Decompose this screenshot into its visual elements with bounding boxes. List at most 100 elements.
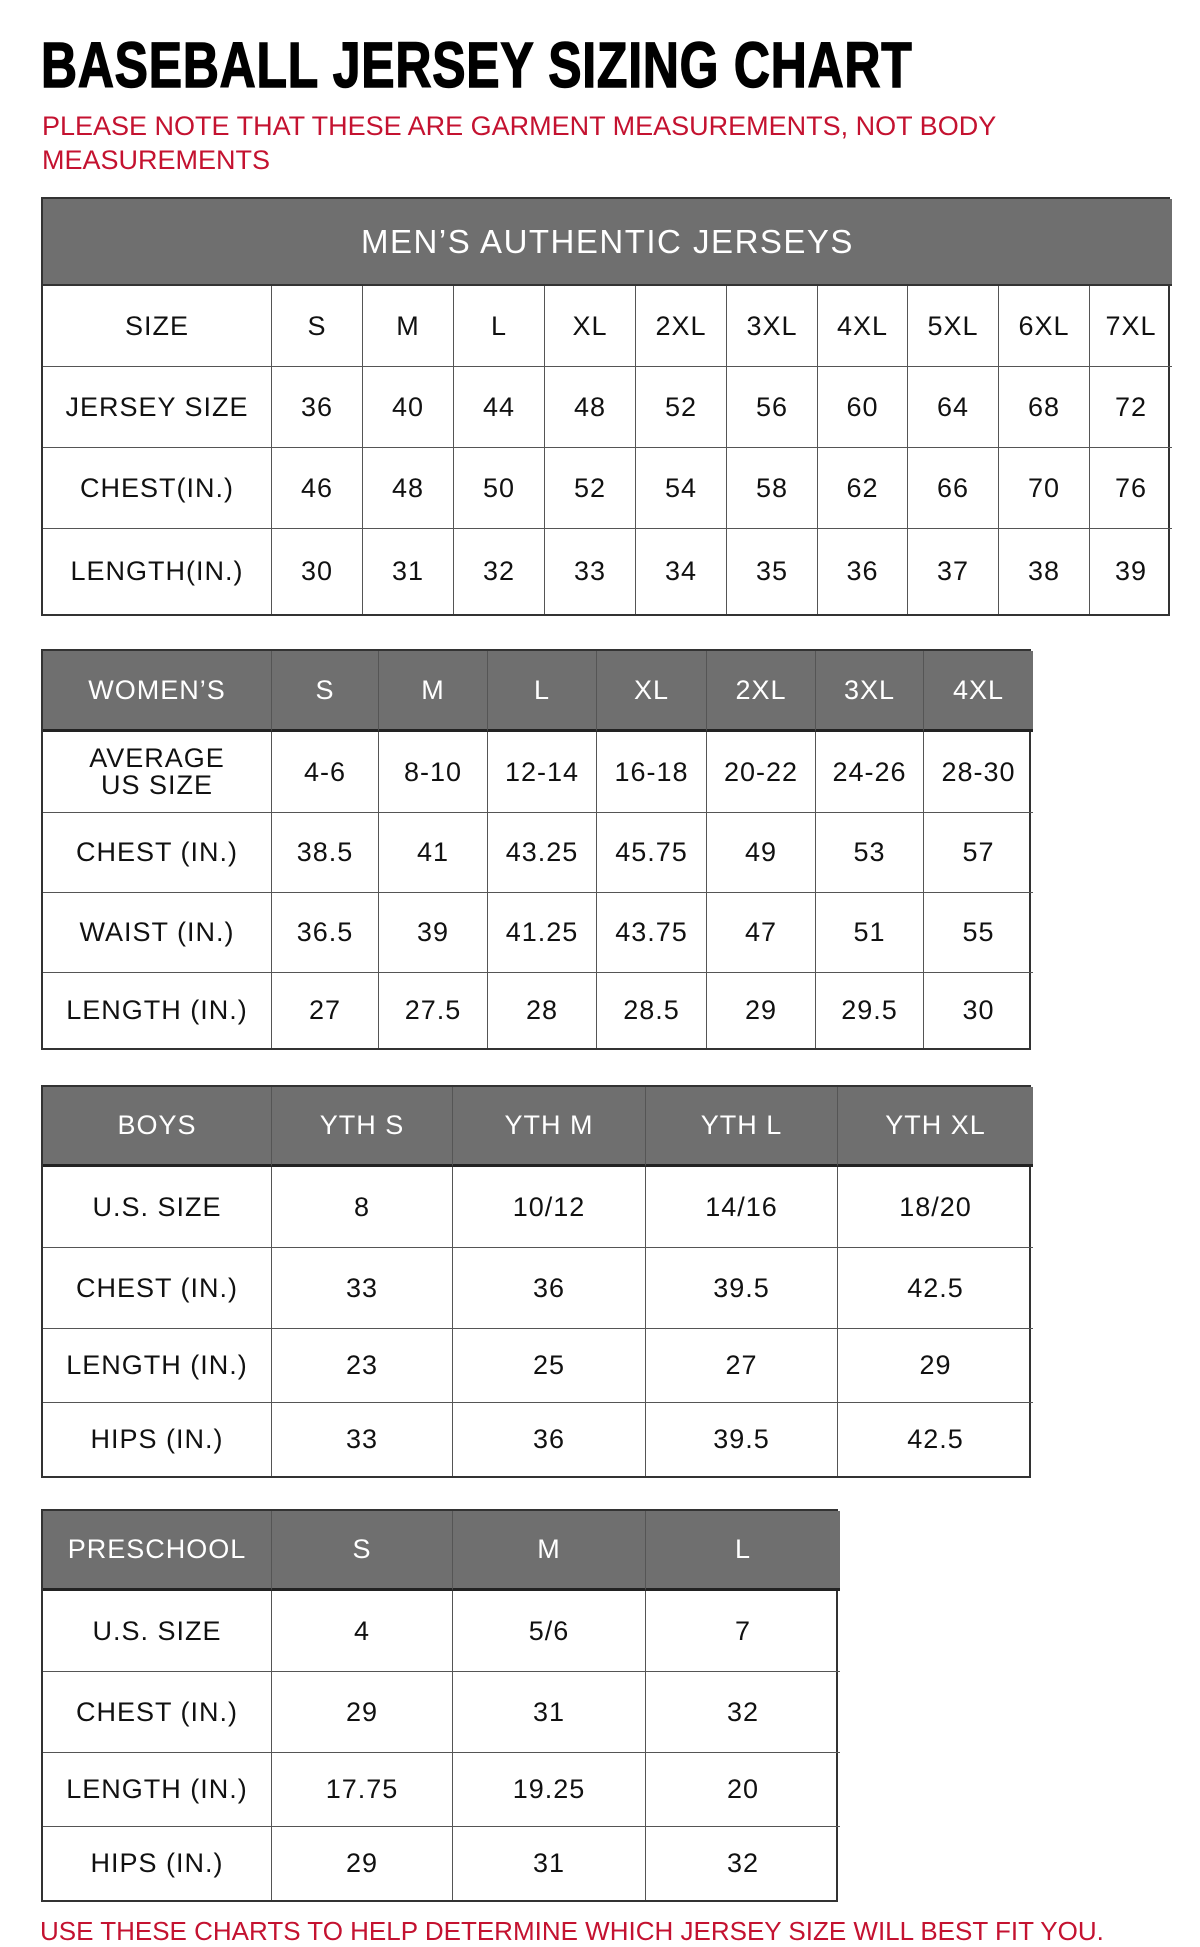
table-cell: 53 [816, 813, 924, 893]
table-cell: 52 [636, 367, 727, 448]
table-cell: 62 [818, 448, 908, 529]
table-cell: 39 [379, 893, 488, 973]
table-cell: 4 [272, 1591, 453, 1672]
size-header-cell: M [363, 286, 454, 367]
table-header-label: PRESCHOOL [43, 1511, 272, 1591]
table-cell: 18/20 [838, 1167, 1033, 1248]
size-header-cell: 2XL [707, 651, 816, 732]
table-cell: 10/12 [453, 1167, 646, 1248]
size-header-cell: 7XL [1090, 286, 1172, 367]
row-label: LENGTH (IN.) [43, 1753, 272, 1827]
table-cell: 36.5 [272, 893, 379, 973]
size-header-cell: S [272, 651, 379, 732]
table-cell: 56 [727, 367, 818, 448]
table-cell: 8 [272, 1167, 453, 1248]
table-cell: 28.5 [597, 973, 707, 1048]
table-cell: 51 [816, 893, 924, 973]
table-banner: MEN’S AUTHENTIC JERSEYS [43, 199, 1172, 286]
preschool-table: PRESCHOOL S M L U.S. SIZE 4 5/6 7 CHEST (IN.) 29 3… [41, 1509, 840, 1902]
table-cell: 42.5 [838, 1248, 1033, 1329]
table-cell: 40 [363, 367, 454, 448]
table-cell: 48 [363, 448, 454, 529]
table-cell: 16-18 [597, 732, 707, 813]
garment-note-line-2: MEASUREMENTS [42, 145, 271, 175]
table-cell: 27.5 [379, 973, 488, 1048]
table-cell: 14/16 [646, 1167, 838, 1248]
table-cell: 28-30 [924, 732, 1033, 813]
table-cell: 4-6 [272, 732, 379, 813]
size-header-cell: S [272, 286, 363, 367]
table-cell: 41 [379, 813, 488, 893]
table-cell: 31 [453, 1672, 646, 1753]
table-cell: 44 [454, 367, 545, 448]
table-cell: 34 [636, 529, 727, 614]
row-label: CHEST (IN.) [43, 813, 272, 893]
size-header-cell: 6XL [999, 286, 1090, 367]
table-cell: 33 [272, 1403, 453, 1476]
table-cell: 52 [545, 448, 636, 529]
table-cell: 64 [908, 367, 999, 448]
table-cell: 25 [453, 1329, 646, 1403]
table-cell: 36 [453, 1403, 646, 1476]
table-cell: 33 [545, 529, 636, 614]
size-header-cell: 5XL [908, 286, 999, 367]
table-cell: 55 [924, 893, 1033, 973]
size-header-cell: M [453, 1511, 646, 1591]
row-label: AVERAGE US SIZE [43, 732, 272, 813]
table-cell: 29 [707, 973, 816, 1048]
table-cell: 37 [908, 529, 999, 614]
row-label: LENGTH(IN.) [43, 529, 272, 614]
table-cell: 76 [1090, 448, 1172, 529]
size-header-cell: L [646, 1511, 840, 1591]
row-label: U.S. SIZE [43, 1591, 272, 1672]
size-header-cell: L [454, 286, 545, 367]
table-cell: 17.75 [272, 1753, 453, 1827]
size-header-cell: XL [545, 286, 636, 367]
table-cell: 70 [999, 448, 1090, 529]
table-cell: 39.5 [646, 1403, 838, 1476]
table-cell: 29.5 [816, 973, 924, 1048]
table-cell: 29 [272, 1827, 453, 1900]
row-label: LENGTH (IN.) [43, 973, 272, 1048]
size-header-cell: 4XL [924, 651, 1033, 732]
table-cell: 49 [707, 813, 816, 893]
size-header-cell: YTH M [453, 1087, 646, 1167]
table-cell: 38.5 [272, 813, 379, 893]
row-label: CHEST(IN.) [43, 448, 272, 529]
table-cell: 31 [363, 529, 454, 614]
table-cell: 30 [962, 995, 995, 1025]
table-cell: 43.75 [597, 893, 707, 973]
table-cell: 27 [646, 1329, 838, 1403]
size-header-cell: YTH L [646, 1087, 838, 1167]
table-cell: 5/6 [453, 1591, 646, 1672]
table-cell: 39.5 [646, 1248, 838, 1329]
table-cell: 72 [1090, 367, 1172, 448]
mens-table: MEN’S AUTHENTIC JERSEYS SIZE S M L XL 2XL 3XL 4X… [41, 197, 1172, 616]
table-cell: 20 [646, 1753, 840, 1827]
row-label: HIPS (IN.) [43, 1403, 272, 1476]
size-header-cell: S [272, 1511, 453, 1591]
footer-note: USE THESE CHARTS TO HELP DETERMINE WHICH… [40, 1916, 1104, 1946]
table-cell: 36 [272, 367, 363, 448]
row-label: JERSEY SIZE [43, 367, 272, 448]
row-label: HIPS (IN.) [43, 1827, 272, 1900]
size-header-cell: XL [597, 651, 707, 732]
table-cell: 42.5 [907, 1424, 964, 1454]
row-label: WAIST (IN.) [43, 893, 272, 973]
table-cell: 66 [908, 448, 999, 529]
table-cell: 39 [1114, 556, 1148, 586]
garment-note-line-1: PLEASE NOTE THAT THESE ARE GARMENT MEASU… [42, 111, 997, 141]
size-header-cell: 3XL [727, 286, 818, 367]
table-cell: 12-14 [488, 732, 597, 813]
table-cell: 29 [838, 1329, 1033, 1403]
size-header-cell: 3XL [816, 651, 924, 732]
table-cell: 45.75 [597, 813, 707, 893]
table-cell: 41.25 [488, 893, 597, 973]
womens-table: WOMEN’S S M L XL 2XL 3XL 4XL AVERAGE US SIZE 4-6 8… [41, 649, 1033, 1050]
row-label: CHEST (IN.) [43, 1672, 272, 1753]
table-cell: 46 [272, 448, 363, 529]
table-header-label: SIZE [43, 286, 272, 367]
table-cell: 7 [646, 1591, 840, 1672]
table-cell: 47 [707, 893, 816, 973]
table-cell: 8-10 [379, 732, 488, 813]
